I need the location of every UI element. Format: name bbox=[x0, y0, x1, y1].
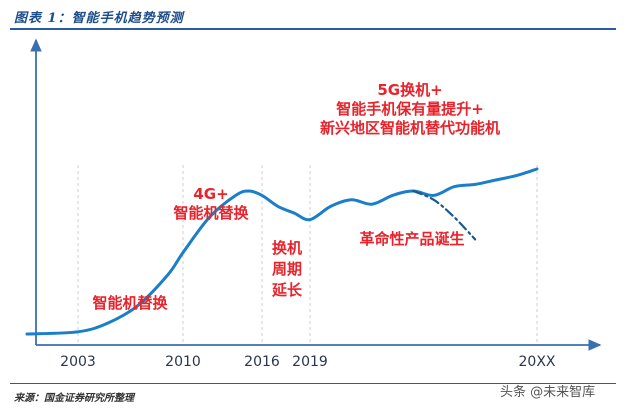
x-tick-label-2016: 2016 bbox=[244, 354, 280, 370]
annotation-revolutionary-product: 革命性产品诞生 bbox=[359, 230, 464, 248]
annotation-4g-replacement-line-2: 智能机替换 bbox=[173, 204, 249, 222]
watermark: 头条 @未来智库 bbox=[500, 385, 596, 400]
source-note: 来源：国金证券研究所整理 bbox=[14, 393, 134, 404]
annotation-5g-outlook: 5G换机+智能手机保有量提升+新兴地区智能机替代功能机 bbox=[320, 81, 500, 137]
annotation-smartphone-replacement: 智能机替换 bbox=[92, 294, 168, 312]
x-tick-label-2019: 2019 bbox=[292, 354, 328, 370]
annotation-cycle-extension-line-1: 换机 bbox=[272, 239, 302, 257]
annotation-5g-outlook-line-3: 新兴地区智能机替代功能机 bbox=[320, 119, 500, 137]
x-tick-label-2003: 2003 bbox=[60, 354, 96, 370]
title-rule bbox=[10, 28, 616, 30]
annotation-revolutionary-product-line-1: 革命性产品诞生 bbox=[359, 230, 464, 248]
annotation-4g-replacement-line-1: 4G+ bbox=[193, 185, 228, 203]
annotation-4g-replacement: 4G+智能机替换 bbox=[173, 185, 249, 222]
annotation-cycle-extension-line-3: 延长 bbox=[271, 281, 303, 299]
annotation-5g-outlook-line-2: 智能手机保有量提升+ bbox=[336, 100, 484, 118]
x-tick-label-2010: 2010 bbox=[165, 354, 201, 370]
revolutionary-product-branch-line bbox=[412, 189, 477, 241]
x-tick-label-20XX: 20XX bbox=[519, 354, 556, 370]
main-trend-line bbox=[25, 167, 539, 336]
footer-rule bbox=[10, 383, 616, 384]
annotation-cycle-extension-line-2: 周期 bbox=[272, 260, 302, 278]
annotation-5g-outlook-line-1: 5G换机+ bbox=[377, 81, 442, 99]
figure-title: 图表 1：智能手机趋势预测 bbox=[14, 11, 184, 26]
annotation-cycle-extension: 换机周期延长 bbox=[271, 239, 303, 299]
annotation-smartphone-replacement-line-1: 智能机替换 bbox=[92, 294, 168, 312]
